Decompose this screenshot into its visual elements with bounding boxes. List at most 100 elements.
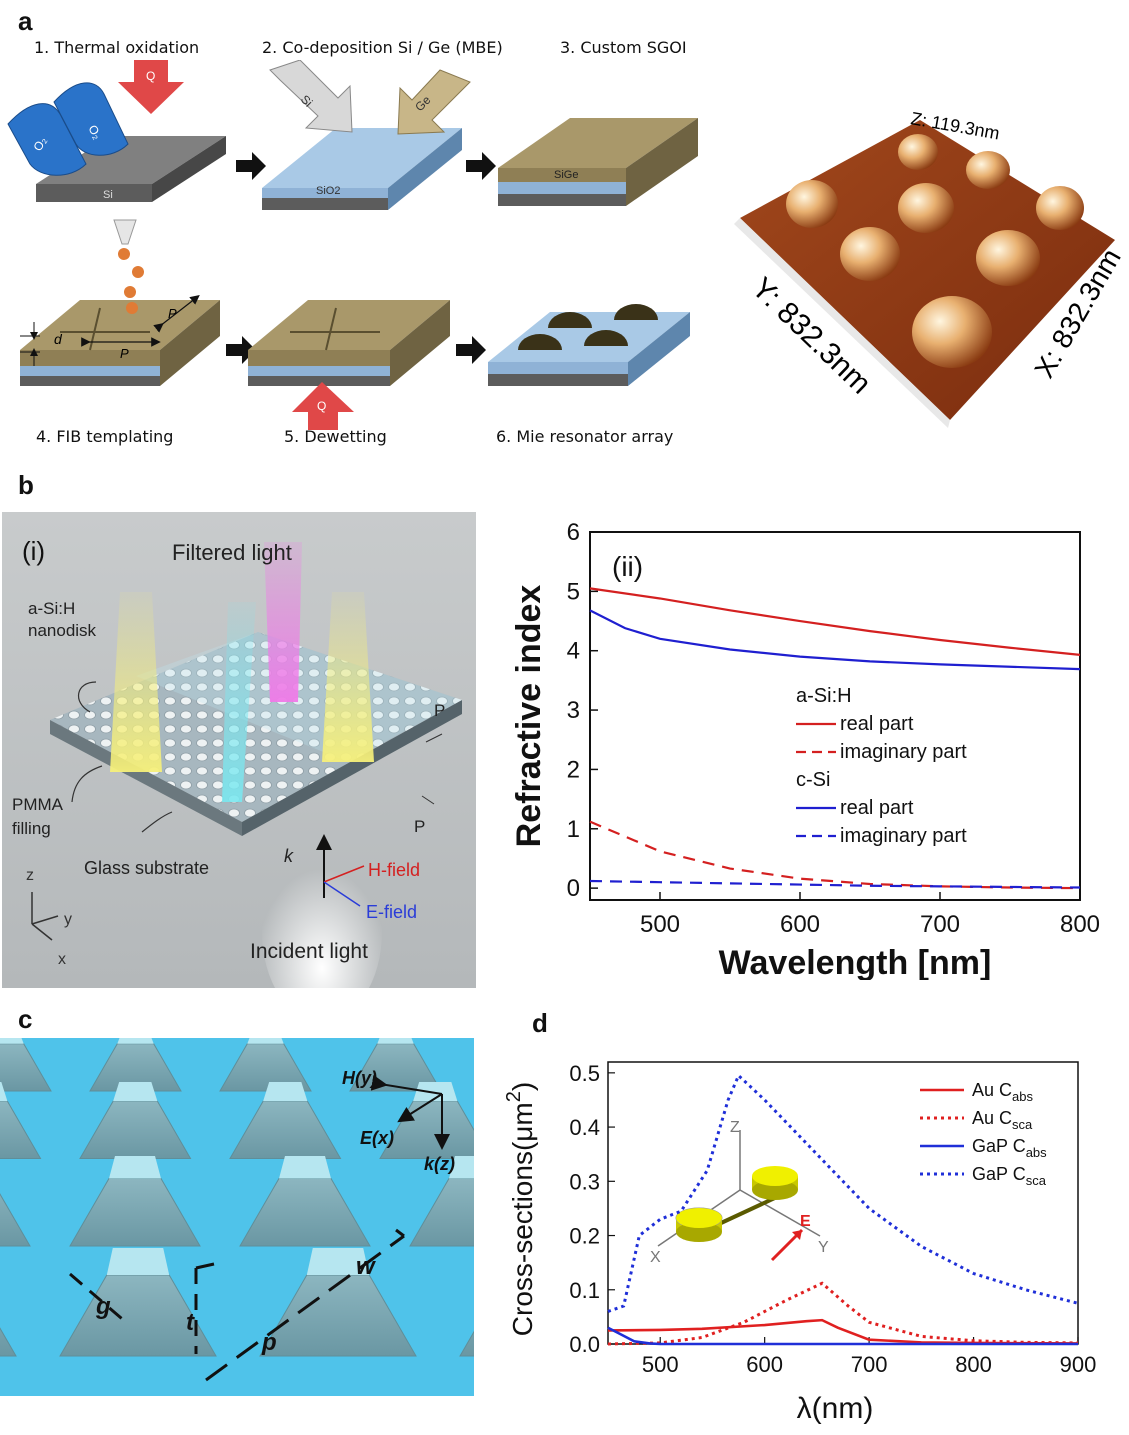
sio2-label-1: SiO2: [316, 185, 340, 197]
pyramid: [0, 1193, 31, 1247]
p-label: p: [261, 1329, 277, 1356]
pyramid-top: [263, 1082, 308, 1102]
x-tick-label: 600: [746, 1352, 783, 1377]
x-axis: [31, 923, 53, 941]
pmma-pointer: [71, 765, 103, 803]
e-field-label: E-field: [366, 902, 417, 922]
panel-b-tag: (i): [22, 536, 45, 566]
nanodisk-pointer: [78, 681, 97, 713]
resonator-dome: [518, 334, 562, 350]
series-line-2: [607, 1326, 1078, 1346]
glass-pointer: [141, 811, 173, 833]
y-tick-label: 0.1: [569, 1278, 600, 1303]
inset-z-label: Z: [730, 1119, 740, 1136]
ion-particle: [126, 302, 138, 314]
x-tick-label: 600: [780, 911, 820, 938]
panel-letter-c: c: [18, 1004, 33, 1034]
yellow-beam-2: [322, 592, 374, 762]
sige-label: SiGe: [554, 169, 578, 181]
pyramid-grid: [0, 1038, 474, 1357]
series-line-1: [607, 1281, 1079, 1346]
panel-letter-b: b: [18, 470, 34, 500]
ion-particle: [124, 286, 136, 298]
x-tick-label: 700: [851, 1352, 888, 1377]
inset-e-label: E: [800, 1213, 811, 1230]
legend-label: GaP Cabs: [972, 1136, 1047, 1160]
filtered-light-label: Filtered light: [172, 540, 292, 565]
legend-label: GaP Csca: [972, 1164, 1047, 1188]
legend-label: imaginary part: [840, 825, 967, 847]
pmma-label-2: filling: [12, 819, 51, 838]
h-vector-label: H(y): [342, 1068, 377, 1088]
step-5-slab: [248, 300, 450, 386]
heat-arrow-1: Q: [118, 60, 184, 114]
step-3-slab: SiGe: [498, 118, 698, 206]
step-arrow-4: [456, 336, 486, 364]
step-5-label: 5. Dewetting: [284, 427, 387, 446]
h-field-label: H-field: [368, 860, 420, 880]
resonator-dome: [584, 330, 628, 346]
step-4-slab: P P d: [20, 295, 220, 386]
pmma-label-1: PMMA: [12, 795, 64, 814]
pitch-label-2: P: [168, 306, 177, 321]
legend-label: imaginary part: [840, 741, 967, 763]
x-tick-label: 500: [642, 1352, 679, 1377]
k-vector-label: k(z): [424, 1154, 455, 1174]
p-label-2: P: [414, 817, 425, 836]
x-axis-label: x: [58, 951, 66, 968]
x-tick-label: 800: [1060, 911, 1100, 938]
q-label-1: Q: [146, 69, 155, 83]
x-axis-label: Wavelength [nm]: [719, 944, 992, 980]
inset-y-axis: [739, 1189, 821, 1237]
x-tick-label: 700: [920, 911, 960, 938]
panel-letter-a: a: [18, 6, 33, 36]
nanodisk-label-1: a-Si:H: [28, 599, 75, 618]
x-tick-label: 900: [1060, 1352, 1097, 1377]
step-arrow-1: [236, 152, 266, 180]
y-tick-label: 1: [567, 816, 580, 843]
z-axis-label: z: [26, 867, 34, 884]
pyramid-top: [247, 1038, 284, 1044]
gap-dimension: [69, 1272, 129, 1326]
heat-arrow-2: Q: [292, 382, 354, 430]
e-field-arrow: [323, 881, 361, 907]
pyramid-top: [413, 1082, 458, 1102]
inset-disk-2-face: [752, 1166, 798, 1186]
step-3-label: 3. Custom SGOI: [560, 38, 687, 57]
series-line-0: [607, 1318, 1079, 1345]
si-label-1: Si: [103, 189, 113, 201]
y-tick-label: 0: [567, 875, 580, 902]
yellow-beam-1: [110, 592, 162, 772]
pyramid-top: [377, 1038, 414, 1044]
pyramid: [0, 1327, 17, 1357]
step-2-label: 2. Co-deposition Si / Ge (MBE): [262, 38, 503, 57]
pyramid-top: [306, 1248, 370, 1275]
fabrication-schematic: Si O₂ O₂ Q SiO2 Si Ge SiGe: [7, 60, 698, 430]
pyramid-top: [0, 1082, 8, 1102]
cross-section-chart: 500 600 700 800 900 0.0 0.1 0.2 0.3 0.4 0.5 Z X YE Au …: [503, 1061, 1097, 1425]
g-label: g: [95, 1293, 111, 1320]
series-line-3: [607, 1073, 1079, 1313]
w-label: w: [356, 1253, 376, 1280]
pyramid: [459, 1330, 474, 1357]
panel-letter-d: d: [532, 1008, 548, 1038]
inset-y-label: Y: [818, 1239, 829, 1256]
legend-label: Au Csca: [972, 1108, 1033, 1132]
step-1-slab: Si: [36, 136, 226, 202]
ion-particle: [132, 266, 144, 278]
y-axis-label: y: [64, 911, 72, 928]
cyan-beam: [222, 602, 256, 802]
series-line-2: [589, 609, 1081, 671]
period-dimension: [205, 1234, 405, 1382]
ge-flux-arrow: Ge: [397, 69, 471, 135]
pyramid-top: [106, 1248, 170, 1275]
legend-group-title: c-Si: [796, 769, 830, 791]
chart-tag: (ii): [612, 551, 643, 582]
legend-label: real part: [840, 797, 914, 819]
q-label-2: Q: [317, 399, 326, 413]
inset-disk-2-base: [752, 1180, 798, 1200]
pyramid-top: [109, 1156, 161, 1179]
y-tick-label: 5: [567, 578, 580, 605]
step-1-label: 1. Thermal oxidation: [34, 38, 200, 57]
ion-particle: [118, 248, 130, 260]
